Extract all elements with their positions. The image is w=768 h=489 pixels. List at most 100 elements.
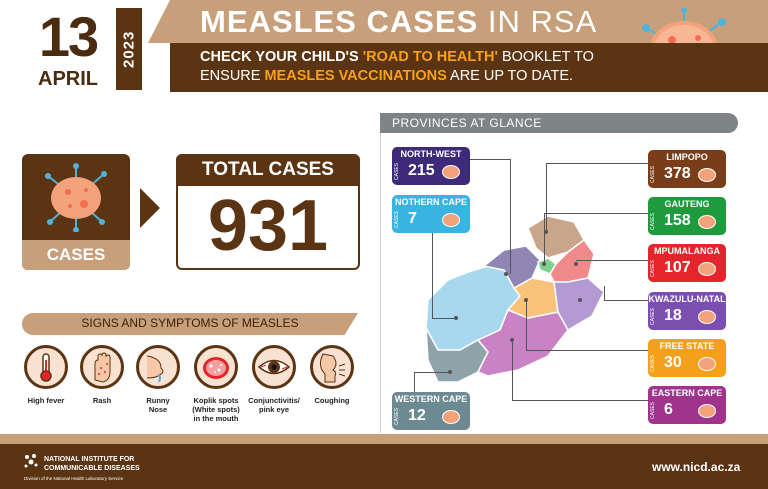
symptom-label: Coughing xyxy=(306,396,358,405)
province-value: 6 xyxy=(664,401,673,418)
connector-line xyxy=(470,159,510,160)
org-name-line: NATIONAL INSTITUTE FOR xyxy=(44,456,135,463)
mouth-spots-icon xyxy=(194,345,238,389)
province-western-cape: WESTERN CAPE CASES 12 xyxy=(392,392,470,430)
symptom-label: Koplik spots (White spots) in the mouth xyxy=(190,396,242,423)
connector-line xyxy=(512,340,513,400)
province-eastern-cape: EASTERN CAPE CASES 6 xyxy=(648,386,726,424)
website-link[interactable]: www.nicd.ac.za xyxy=(652,460,741,474)
virus-icon xyxy=(698,404,716,418)
province-name: WESTERN CAPE xyxy=(394,394,468,404)
province-limpopo: LIMPOPO CASES 378 xyxy=(648,150,726,188)
connector-line xyxy=(546,163,547,233)
date-year: 2023 xyxy=(120,30,138,68)
date-month: APRIL xyxy=(38,68,98,90)
date-block: 13 APRIL xyxy=(18,5,118,90)
province-name: MPUMALANGA xyxy=(654,246,720,256)
divider xyxy=(380,133,381,433)
year-bar xyxy=(116,8,142,90)
connector-line xyxy=(544,213,545,265)
connector-line xyxy=(512,400,648,401)
connector-line xyxy=(526,350,648,351)
total-cases-header xyxy=(176,154,360,186)
cases-word: CASES xyxy=(650,402,656,419)
title-light: IN RSA xyxy=(487,4,598,39)
province-value: 18 xyxy=(664,307,682,324)
province-value: 215 xyxy=(408,162,435,179)
date-day: 13 xyxy=(38,5,99,68)
province-value: 12 xyxy=(408,407,426,424)
connector-line xyxy=(432,232,433,318)
symptom-label-line: Nose xyxy=(148,405,168,414)
hand-rash-icon xyxy=(80,345,124,389)
connector-line xyxy=(604,286,605,300)
province-kwazulu-natal: KWAZULU-NATAL CASES 18 xyxy=(648,292,726,330)
south-africa-map xyxy=(425,215,605,383)
provinces-title: PROVINCES AT GLANCE xyxy=(392,116,542,130)
connector-line xyxy=(576,260,648,261)
cases-word: CASES xyxy=(650,213,656,230)
symptom-label-line: in the mouth xyxy=(193,414,239,423)
subtitle-text: ARE UP TO DATE. xyxy=(446,68,574,84)
province-value: 7 xyxy=(408,210,417,227)
province-value: 30 xyxy=(664,354,682,371)
symptom-label-line: pink eye xyxy=(258,405,289,414)
province-name: KWAZULU-NATAL xyxy=(648,294,726,304)
org-division: Division of the National Health Laborato… xyxy=(24,476,124,481)
connector-line xyxy=(414,372,415,394)
symptom-label-line: High fever xyxy=(27,396,65,405)
footer xyxy=(0,444,768,489)
province-name: FREE STATE xyxy=(659,341,715,351)
symptom-runny-nose: Runny Nose xyxy=(132,345,184,414)
symptom-conjunctivitis: Conjunctivitis/pink eye xyxy=(248,345,300,414)
symptom-label-line: (White spots) xyxy=(192,405,240,414)
symptom-label-line: Conjunctivitis/ xyxy=(248,396,300,405)
province-gauteng: GAUTENG CASES 158 xyxy=(648,197,726,235)
province-value: 107 xyxy=(664,259,691,276)
org-name-line: COMMUNICABLE DISEASES xyxy=(44,465,140,472)
org-name: NATIONAL INSTITUTE FOR COMMUNICABLE DISE… xyxy=(44,455,140,473)
nicd-logo-icon xyxy=(24,454,38,468)
title-bold: MEASLES CASES xyxy=(200,4,479,39)
virus-icon xyxy=(698,310,716,324)
virus-icon xyxy=(442,165,460,179)
connector-line xyxy=(432,318,456,319)
signs-bar xyxy=(22,313,358,335)
province-value: 158 xyxy=(664,212,691,229)
symptom-label: Rash xyxy=(76,396,128,405)
total-cases-label: TOTAL CASES xyxy=(202,159,334,180)
page-title: MEASLES CASES IN RSA xyxy=(200,4,597,40)
provinces-bar xyxy=(380,113,738,133)
subtitle-highlight: MEASLES VACCINATIONS xyxy=(264,68,447,84)
symptom-label-line: Koplik spots xyxy=(193,396,239,405)
symptom-label-line: Coughing xyxy=(314,396,350,405)
cases-word: CASES xyxy=(650,260,656,277)
province-name: LIMPOPO xyxy=(666,152,708,162)
province-free-state: FREE STATE CASES 30 xyxy=(648,339,726,377)
footer-accent xyxy=(0,434,768,444)
virus-icon xyxy=(442,410,460,424)
cases-word: CASES xyxy=(394,408,400,425)
virus-icon xyxy=(698,357,716,371)
pink-eye-icon xyxy=(252,345,296,389)
province-value: 378 xyxy=(664,165,691,182)
connector-line xyxy=(510,159,511,274)
thermometer-icon xyxy=(24,345,68,389)
cases-word: CASES xyxy=(650,166,656,183)
symptom-coughing: Coughing xyxy=(306,345,358,405)
symptom-label: Runny Nose xyxy=(132,396,184,414)
subtitle-line-2: ENSURE MEASLES VACCINATIONS ARE UP TO DA… xyxy=(200,68,573,84)
province-name: EASTERN CAPE xyxy=(651,388,723,398)
symptom-label: High fever xyxy=(20,396,72,405)
arrow-right-icon xyxy=(140,188,160,228)
cases-word: CASES xyxy=(650,355,656,372)
province-northern-cape: NOTHERN CAPE CASES 7 xyxy=(392,195,470,233)
subtitle-text: CHECK YOUR CHILD'S xyxy=(200,49,363,65)
runny-nose-icon xyxy=(136,345,180,389)
connector-line xyxy=(604,300,648,301)
symptom-label-line: Runny xyxy=(146,396,170,405)
cases-label-bg xyxy=(22,240,130,270)
subtitle-text: BOOKLET TO xyxy=(497,49,594,65)
province-name: GAUTENG xyxy=(664,199,710,209)
province-name: NOTHERN CAPE xyxy=(394,197,467,207)
